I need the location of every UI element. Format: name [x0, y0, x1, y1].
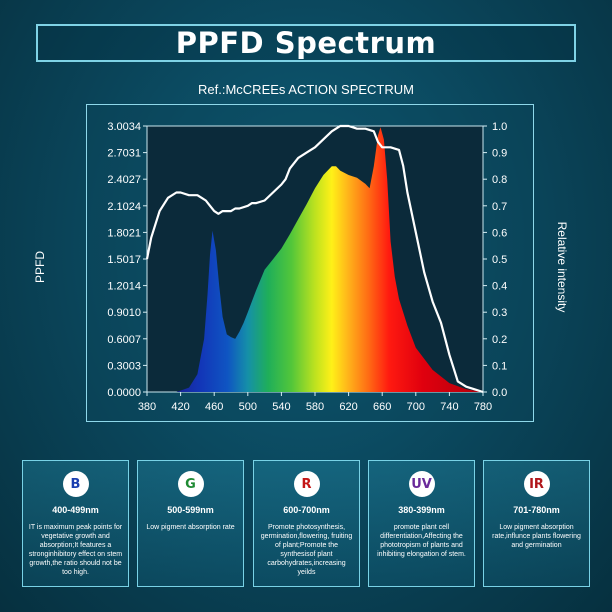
y2-tick-label: 1.0	[492, 121, 507, 133]
card-ir: IR 701-780nm Low pigment absorption rate…	[483, 460, 590, 587]
card-red: R 600-700nm Promote photosynthesis, germ…	[253, 460, 360, 587]
card-blue-desc: IT is maximum peak points for vegetative…	[28, 524, 123, 576]
y2-tick-label: 0.0	[492, 387, 507, 399]
badge-b-letter: B	[70, 476, 81, 492]
card-blue-range: 400-499nm	[52, 505, 99, 515]
card-ir-range: 701-780nm	[513, 505, 560, 515]
card-red-desc: Promote photosynthesis, germination,flow…	[260, 524, 353, 576]
x-tick-label: 700	[407, 401, 425, 413]
y2-tick-label: 0.7	[492, 201, 507, 213]
badge-r-letter: R	[301, 476, 312, 492]
y-tick-label: 0.3003	[107, 360, 141, 372]
card-green: G 500-599nm Low pigment absorption rate	[137, 460, 244, 587]
y2-tick-label: 0.5	[492, 254, 507, 266]
card-uv-range: 380-399nm	[398, 505, 445, 515]
badge-g-letter: G	[185, 476, 196, 492]
y-tick-label: 3.0034	[107, 121, 141, 133]
card-ir-desc: Low pigment absorption rate,influnce pla…	[492, 524, 581, 549]
y-tick-label: 1.5017	[107, 254, 141, 266]
badge-ir: IR	[523, 471, 550, 497]
y2-tick-label: 0.1	[492, 360, 507, 372]
x-tick-label: 540	[272, 401, 290, 413]
card-uv: UV 380-399nm promote plant cell differen…	[368, 460, 475, 587]
y-tick-label: 2.1024	[107, 201, 141, 213]
badge-uv-letter: UV	[411, 476, 432, 492]
page-title: PPFD Spectrum	[175, 26, 437, 60]
badge-ir-letter: IR	[529, 476, 544, 492]
y2-tick-label: 0.6	[492, 227, 507, 239]
y-tick-label: 2.4027	[107, 174, 141, 186]
y2-tick-label: 0.2	[492, 334, 507, 346]
card-blue: B 400-499nm IT is maximum peak points fo…	[22, 460, 129, 587]
card-uv-desc: promote plant cell differentiation,Affec…	[377, 524, 466, 558]
title-banner: PPFD Spectrum	[36, 24, 576, 62]
x-tick-label: 780	[474, 401, 492, 413]
card-green-desc: Low pigment absorption rate	[146, 524, 235, 531]
x-tick-label: 380	[138, 401, 156, 413]
badge-r: R	[293, 471, 320, 497]
y-tick-label: 1.8021	[107, 227, 141, 239]
y-tick-label: 0.6007	[107, 334, 141, 346]
card-red-range: 600-700nm	[283, 505, 330, 515]
y-tick-label: 0.0000	[107, 387, 141, 399]
y-tick-label: 2.7031	[107, 148, 141, 160]
y2-tick-label: 0.3	[492, 307, 507, 319]
x-tick-label: 460	[205, 401, 223, 413]
relative-intensity-line	[145, 124, 484, 394]
badge-b: B	[62, 471, 89, 497]
y2-tick-label: 0.4	[492, 281, 507, 293]
badge-g: G	[177, 471, 204, 497]
x-tick-label: 740	[440, 401, 458, 413]
card-green-range: 500-599nm	[167, 505, 214, 515]
spectrum-area	[176, 127, 483, 392]
x-tick-label: 500	[239, 401, 257, 413]
y-tick-label: 1.2014	[107, 281, 141, 293]
chart-subtitle: Ref.:McCREEs ACTION SPECTRUM	[198, 82, 414, 97]
spectrum-cards: B 400-499nm IT is maximum peak points fo…	[22, 460, 592, 587]
y2-tick-label: 0.8	[492, 174, 507, 186]
y2-tick-label: 0.9	[492, 148, 507, 160]
y-tick-label: 0.9010	[107, 307, 141, 319]
badge-uv: UV	[408, 471, 435, 497]
x-tick-label: 660	[373, 401, 391, 413]
x-tick-label: 620	[339, 401, 357, 413]
x-tick-label: 420	[171, 401, 189, 413]
x-tick-label: 580	[306, 401, 324, 413]
